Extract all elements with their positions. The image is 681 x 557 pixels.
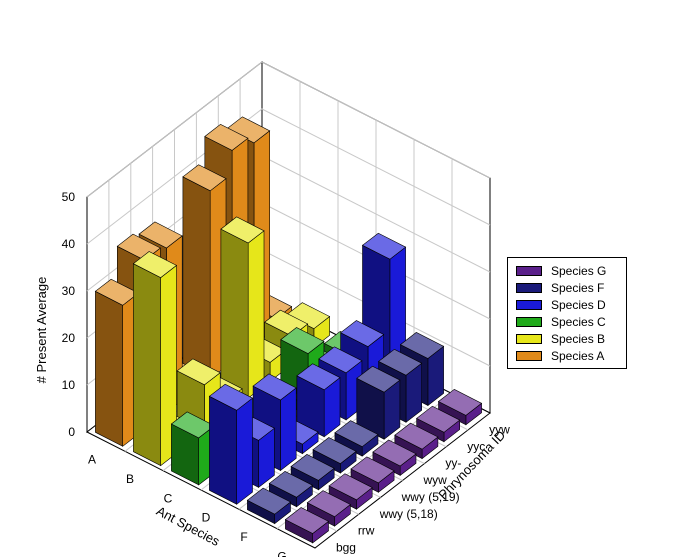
legend-label: Species D — [551, 297, 606, 312]
y-tick-label: yyw — [489, 422, 510, 436]
x-tick-label: D — [202, 511, 211, 525]
legend-item: Species A — [516, 347, 626, 364]
legend-swatch — [516, 265, 542, 276]
bar-species-g-wwy-5-19- — [350, 456, 395, 493]
bar-species-f-wwy-5-19- — [312, 437, 357, 474]
y-tick-label: wwy (5,19) — [401, 490, 460, 504]
bar-species-g-wwy-5-18- — [328, 473, 373, 510]
x-tick-label: A — [88, 453, 96, 467]
chart-legend: Species G Species F Species D Species C Spec… — [507, 257, 627, 369]
legend-label: Species A — [551, 348, 605, 363]
bar-species-f-wyw — [334, 420, 379, 457]
y-tick-label: wyw — [422, 473, 447, 487]
z-axis-title: # Present Average — [34, 277, 49, 384]
legend-item: Species F — [516, 279, 626, 296]
x-tick-label: B — [126, 472, 134, 486]
legend-item: Species C — [516, 313, 626, 330]
legend-swatch — [516, 282, 542, 293]
z-tick-label: 40 — [62, 237, 76, 251]
y-tick-label: wwy (5,18) — [379, 507, 438, 521]
legend-label: Species C — [551, 314, 606, 329]
bar-species-a-wyw — [182, 164, 227, 380]
legend-swatch — [516, 333, 542, 344]
bar-species-f-bgg — [246, 487, 292, 525]
bar-species-f-rrw — [268, 470, 313, 508]
z-tick-label: 0 — [68, 425, 75, 439]
legend-item: Species D — [516, 296, 626, 313]
x-axis-title: Ant Species — [154, 503, 223, 549]
bar-species-b-wyw — [220, 216, 265, 399]
legend-label: Species F — [551, 280, 605, 295]
bar-species-g-rrw — [306, 490, 351, 527]
bar-species-b-bgg — [132, 251, 178, 467]
bar-species-c-bgg — [170, 411, 216, 486]
bar-species-g-bgg — [284, 507, 330, 544]
bar-species-d-wyw — [296, 363, 341, 438]
legend-item: Species B — [516, 330, 626, 347]
legend-label: Species B — [551, 331, 606, 346]
legend-swatch — [516, 299, 542, 310]
x-tick-label: F — [240, 530, 247, 544]
bar-species-g-yyw — [437, 388, 483, 426]
y-tick-label: yy- — [445, 456, 461, 470]
legend-item: Species G — [516, 262, 626, 279]
chart-bars — [94, 116, 483, 544]
bar-species-g-yyc — [416, 405, 461, 443]
bar-species-f-wwy-5-18- — [290, 454, 335, 491]
bar-species-d-bgg — [208, 383, 254, 505]
z-tick-label: 30 — [62, 284, 76, 298]
bar-species-a-bgg — [94, 278, 140, 447]
z-tick-label: 20 — [62, 331, 76, 345]
x-tick-label: G — [277, 549, 286, 557]
y-tick-label: bgg — [336, 541, 356, 555]
legend-label: Species G — [551, 263, 607, 278]
legend-swatch — [516, 316, 542, 327]
z-tick-label: 50 — [62, 190, 76, 204]
legend-swatch — [516, 350, 542, 361]
y-tick-label: yyc — [467, 439, 485, 453]
x-tick-label: C — [164, 491, 173, 505]
z-tick-label: 10 — [62, 378, 76, 392]
bar-species-f-yy- — [356, 365, 401, 440]
y-tick-label: rrw — [358, 524, 375, 538]
